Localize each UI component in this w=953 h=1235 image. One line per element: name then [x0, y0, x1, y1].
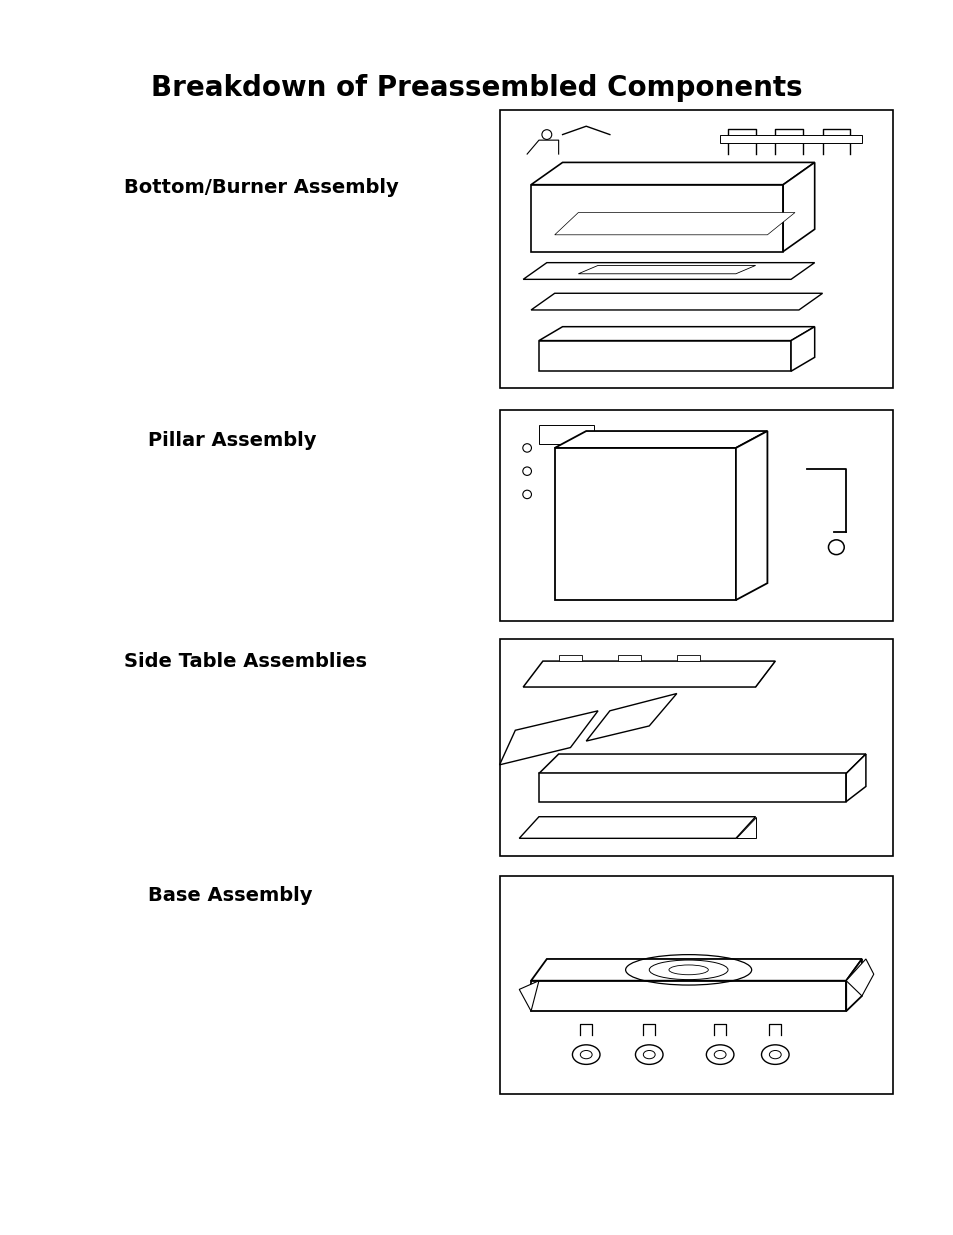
- Polygon shape: [522, 661, 775, 687]
- Polygon shape: [585, 694, 676, 741]
- Text: Bottom/Burner Assembly: Bottom/Burner Assembly: [124, 178, 398, 198]
- Text: Side Table Assemblies: Side Table Assemblies: [124, 652, 367, 671]
- Polygon shape: [845, 755, 865, 802]
- Polygon shape: [618, 655, 640, 661]
- Polygon shape: [790, 327, 814, 372]
- Polygon shape: [538, 327, 814, 341]
- Polygon shape: [531, 958, 862, 981]
- Polygon shape: [531, 163, 814, 185]
- Polygon shape: [845, 958, 862, 1011]
- Bar: [499, 410, 893, 621]
- Text: Breakdown of Preassembled Components: Breakdown of Preassembled Components: [151, 74, 802, 103]
- Polygon shape: [538, 773, 845, 802]
- Polygon shape: [845, 958, 873, 995]
- Polygon shape: [538, 425, 594, 443]
- Text: Base Assembly: Base Assembly: [148, 887, 313, 905]
- Polygon shape: [554, 448, 735, 600]
- Bar: [499, 110, 893, 388]
- Bar: [499, 877, 893, 1094]
- Polygon shape: [558, 655, 581, 661]
- Polygon shape: [499, 711, 598, 764]
- Polygon shape: [676, 655, 700, 661]
- Polygon shape: [755, 661, 775, 687]
- Polygon shape: [554, 212, 794, 235]
- Polygon shape: [554, 431, 766, 448]
- Polygon shape: [720, 135, 862, 143]
- Text: Pillar Assembly: Pillar Assembly: [148, 431, 316, 450]
- Polygon shape: [782, 163, 814, 252]
- Polygon shape: [518, 816, 755, 839]
- Polygon shape: [531, 293, 821, 310]
- Polygon shape: [538, 341, 790, 372]
- Polygon shape: [531, 185, 782, 252]
- Polygon shape: [518, 981, 538, 1011]
- Polygon shape: [735, 816, 755, 839]
- Polygon shape: [578, 266, 755, 274]
- Bar: [499, 640, 893, 856]
- Polygon shape: [522, 263, 814, 279]
- Polygon shape: [735, 431, 766, 600]
- Polygon shape: [531, 981, 845, 1011]
- Polygon shape: [538, 755, 865, 773]
